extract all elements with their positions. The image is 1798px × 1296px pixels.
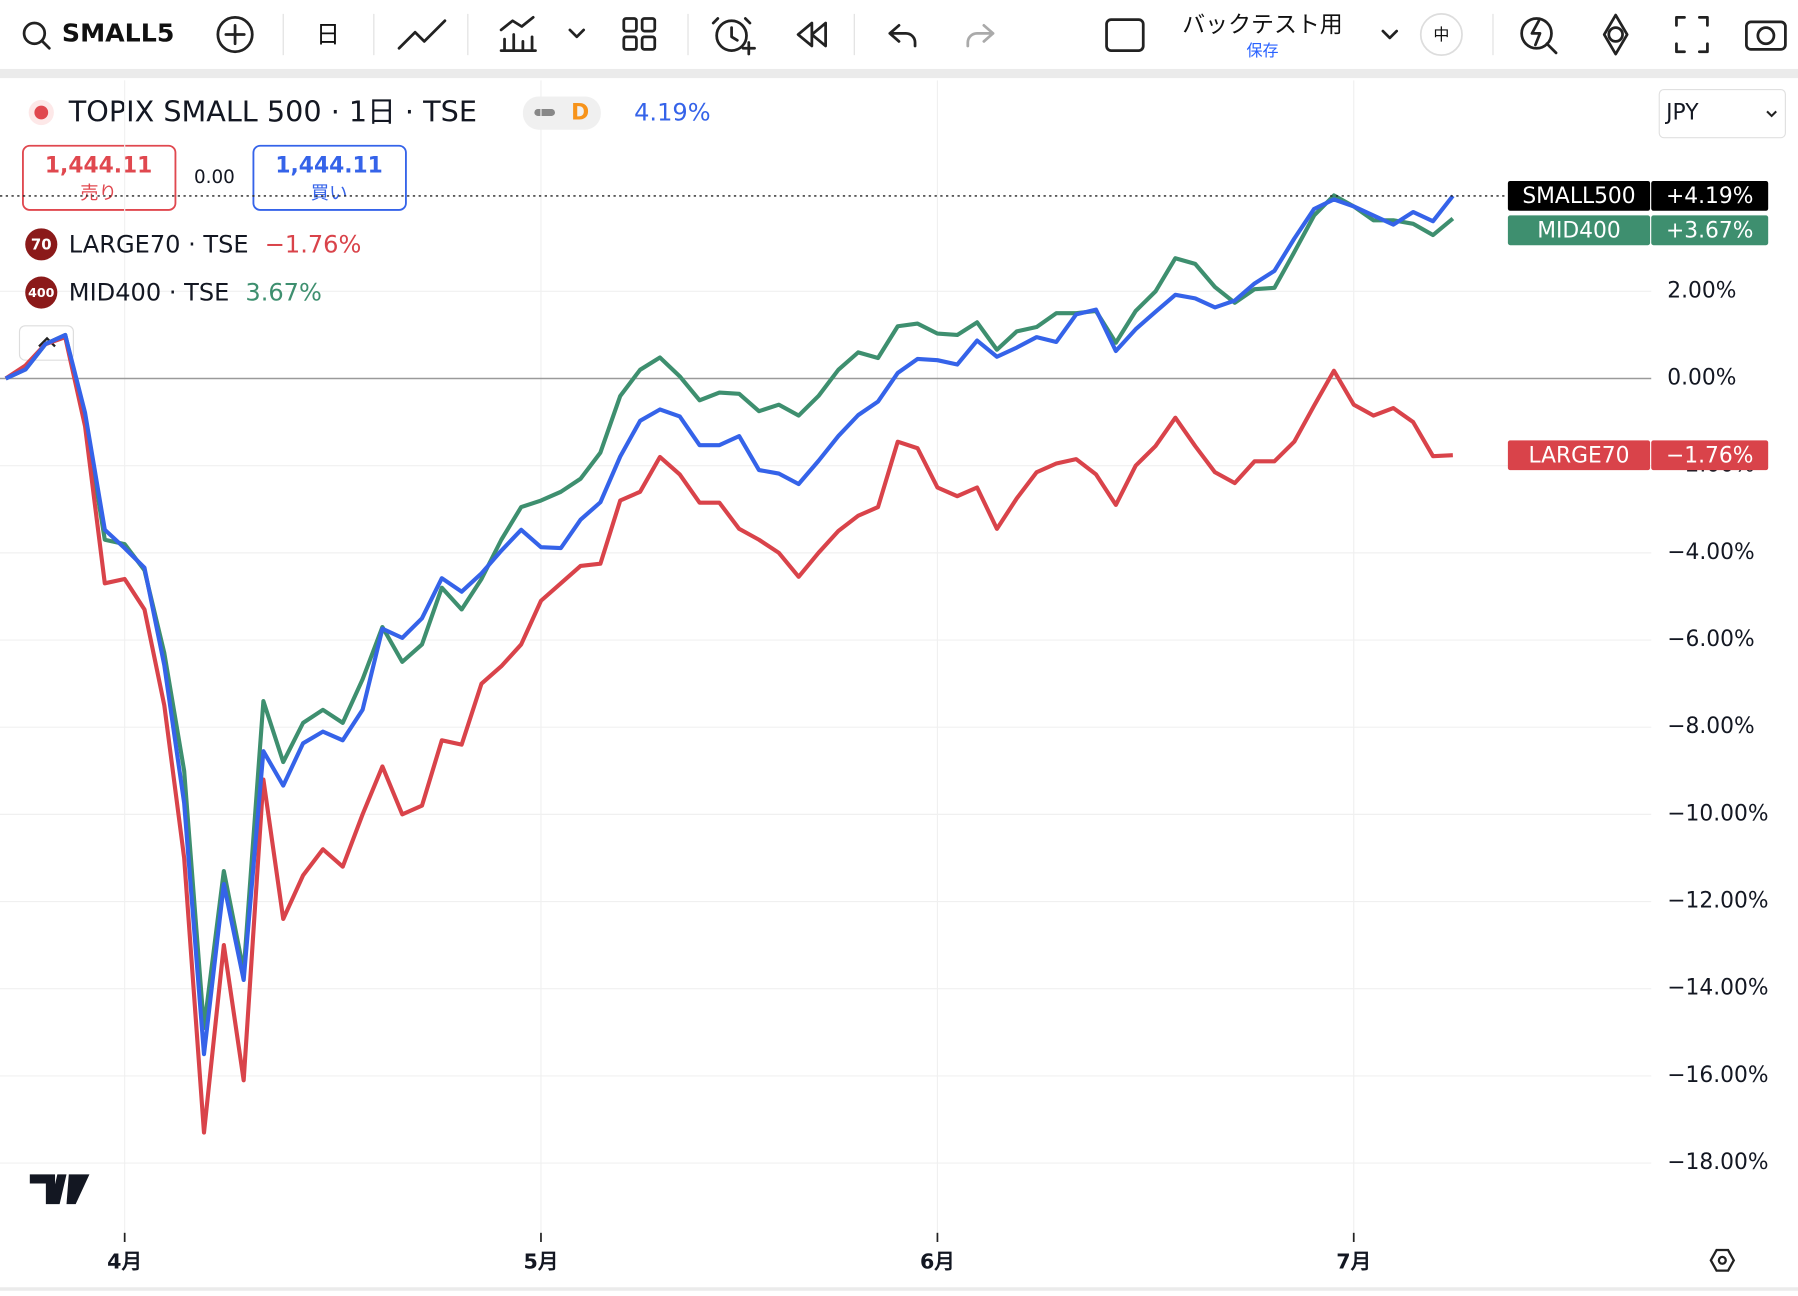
- y-tick-label: −16.00%: [1667, 1063, 1768, 1088]
- legend-value: 3.67%: [245, 279, 322, 307]
- chart-header: TOPIX SMALL 500 · 1日 · TSE D 4.19% JPY 1…: [0, 88, 1798, 1291]
- spread: 0.00: [194, 167, 235, 188]
- series-name-label: MID400: [1537, 218, 1621, 243]
- series-name-box: [1507, 215, 1651, 246]
- badge-bar: [534, 109, 555, 116]
- language-button-ring: [1419, 13, 1463, 57]
- series-name-box: [1507, 440, 1651, 471]
- legend-label: MID400 · TSE: [69, 279, 230, 307]
- interval-button[interactable]: 日: [316, 21, 340, 49]
- toolbar: SMALL5 日 バックテスト用 保存 中: [0, 12, 1798, 79]
- indicators-button[interactable]: [499, 15, 537, 52]
- x-tick-label: 7月: [1336, 1250, 1371, 1274]
- y-tick-label: −10.00%: [1667, 801, 1768, 826]
- layout-dropdown[interactable]: [1381, 29, 1399, 40]
- indicators-dropdown[interactable]: [568, 28, 586, 39]
- quick-search-detail: [1530, 19, 1558, 55]
- series-line: [4, 194, 1455, 1057]
- buy-button[interactable]: [252, 144, 407, 211]
- y-tick-label: −6.00%: [1667, 627, 1754, 652]
- currency: JPY: [1664, 101, 1699, 126]
- replay-button[interactable]: [796, 21, 827, 48]
- toolbar-divider: [0, 68, 1798, 79]
- x-tick-label: 4月: [107, 1250, 142, 1274]
- alert-button[interactable]: [715, 19, 748, 52]
- settings-button-center: [1607, 26, 1624, 43]
- logo: [29, 1174, 90, 1205]
- currency-caret: [1766, 110, 1777, 118]
- axis-settings-center: [1717, 1255, 1727, 1265]
- add-symbol-plus: [224, 23, 246, 46]
- sell-label: 売り: [80, 183, 117, 204]
- data-badge: D: [571, 101, 589, 126]
- quick-search[interactable]: [1520, 17, 1553, 50]
- y-tick-label: −12.00%: [1667, 889, 1768, 914]
- last-value-label: +4.19%: [1666, 184, 1753, 209]
- x-tick-label: 5月: [523, 1250, 558, 1274]
- language-button[interactable]: 中: [1433, 25, 1449, 44]
- y-tick-label: −18.00%: [1667, 1150, 1768, 1175]
- legend-badge-text: 400: [28, 285, 55, 300]
- legend-badge: [25, 228, 58, 261]
- legend-label: LARGE70 · TSE: [69, 231, 249, 259]
- x-tick-label: 6月: [920, 1250, 955, 1274]
- layout-button-part: [622, 35, 638, 51]
- last-value-label: −1.76%: [1666, 443, 1753, 468]
- settings-button[interactable]: [1602, 13, 1629, 56]
- badge-pill: [522, 96, 601, 130]
- last-value-box: [1651, 440, 1769, 471]
- symbol-search[interactable]: SMALL5: [62, 19, 174, 48]
- y-tick-label: −8.00%: [1667, 714, 1754, 739]
- layout-button-part: [640, 35, 657, 51]
- sell-button[interactable]: [22, 144, 177, 211]
- screenshot-button[interactable]: [1745, 20, 1787, 51]
- legend-badge-text: 70: [31, 236, 52, 254]
- fullscreen-button[interactable]: [1675, 15, 1709, 54]
- last-value-box: [1651, 180, 1769, 211]
- layout-button-part: [640, 17, 657, 33]
- redo-button[interactable]: [966, 23, 995, 48]
- axis-settings[interactable]: [1709, 1248, 1736, 1272]
- y-tick-label: 0.00%: [1667, 366, 1736, 391]
- layout-button[interactable]: [622, 17, 638, 33]
- add-symbol[interactable]: [216, 15, 254, 54]
- series-name-label: SMALL500: [1522, 184, 1635, 209]
- y-tick-label: −14.00%: [1667, 976, 1768, 1001]
- alert-button-detail: [711, 17, 756, 56]
- last-value-label: +3.67%: [1666, 218, 1753, 243]
- y-tick-label: 2.00%: [1667, 278, 1736, 303]
- search-icon[interactable]: [22, 21, 47, 46]
- symbol-title[interactable]: TOPIX SMALL 500 · 1日 · TSE: [68, 95, 477, 129]
- chart-type-button[interactable]: [397, 19, 447, 50]
- undo-button[interactable]: [888, 23, 917, 48]
- save-status: 保存: [1246, 41, 1278, 60]
- plot-area: 4月5月6月7月2.00%0.00%−2.00%−4.00%−6.00%−8.0…: [0, 80, 1769, 1274]
- search-icon-handle: [41, 40, 51, 50]
- layout-name[interactable]: バックテスト用: [1182, 12, 1342, 38]
- screenshot-button-lens: [1756, 26, 1776, 46]
- series-line: [4, 335, 1453, 1135]
- series-name-box: [1507, 180, 1651, 211]
- buy-price: 1,444.11: [275, 153, 382, 178]
- sell-price: 1,444.11: [45, 153, 152, 178]
- series-name-label: LARGE70: [1528, 443, 1629, 468]
- layout-select[interactable]: [1105, 18, 1145, 52]
- y-tick-label: −4.00%: [1667, 540, 1754, 565]
- currency-select[interactable]: [1658, 88, 1786, 139]
- header-change: 4.19%: [634, 99, 710, 127]
- status-dot: [34, 105, 49, 120]
- legend-value: −1.76%: [265, 231, 362, 259]
- last-value-box: [1651, 215, 1769, 246]
- legend-badge: [25, 276, 58, 309]
- buy-label: 買い: [311, 183, 348, 204]
